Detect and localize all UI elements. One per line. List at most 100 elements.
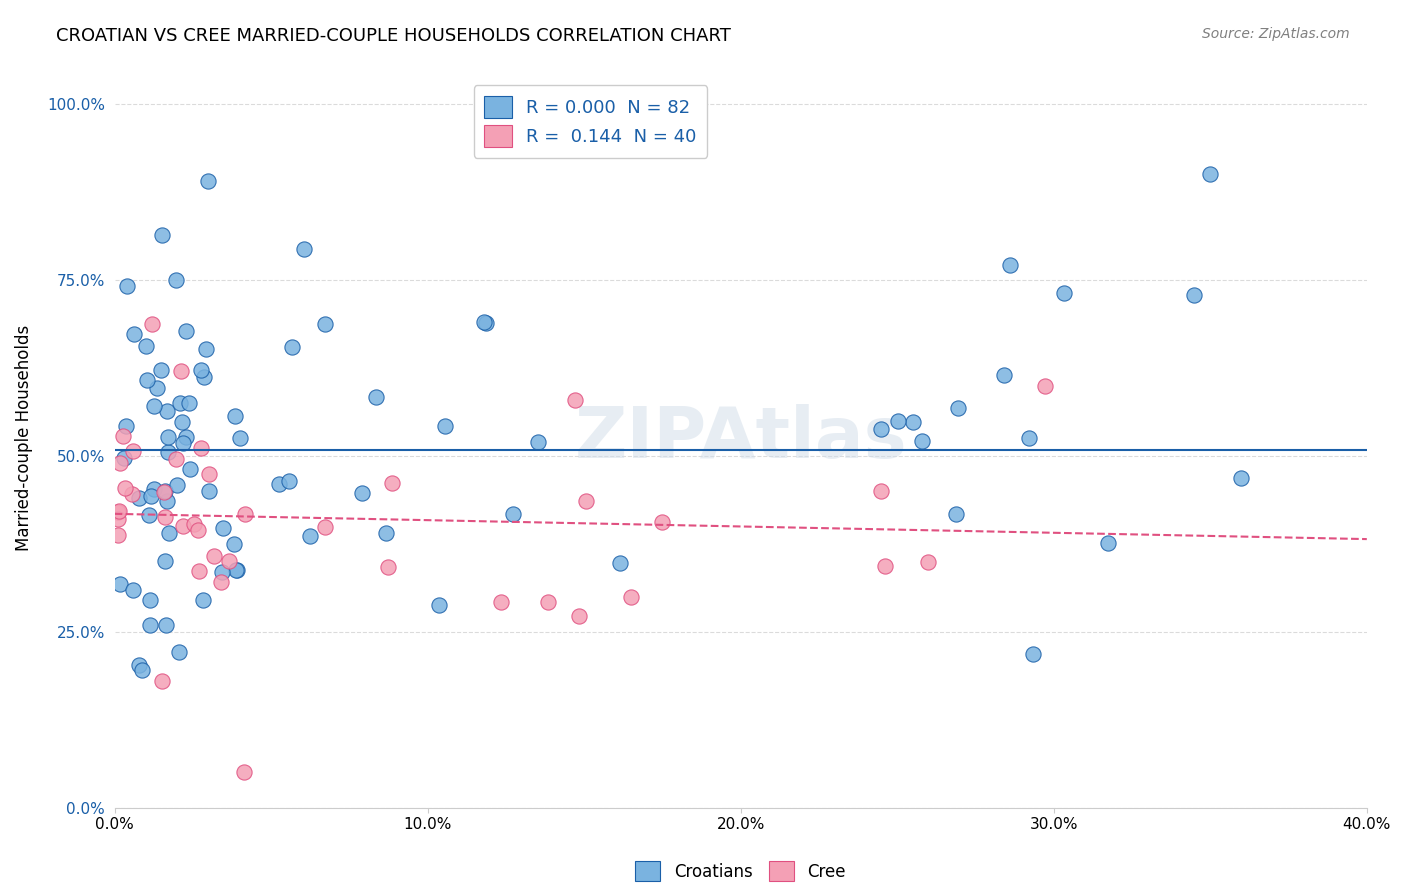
Point (172, 436, 194, 450)
Point (911, 434, 934, 448)
Point (575, 494, 598, 508)
Point (110, 576, 132, 591)
Point (381, 475, 404, 490)
Point (143, 399, 166, 413)
Point (139, 618, 162, 632)
Point (177, 396, 200, 410)
Point (232, 765, 254, 780)
Point (155, 618, 177, 632)
Point (225, 563, 247, 577)
Point (153, 509, 176, 524)
Point (146, 381, 169, 395)
Point (870, 422, 893, 436)
Point (141, 489, 163, 503)
Point (170, 415, 193, 429)
Point (434, 418, 457, 433)
Point (945, 507, 967, 521)
Point (267, 477, 290, 491)
Point (150, 673, 173, 688)
Point (114, 481, 136, 495)
Point (198, 484, 221, 499)
Point (153, 485, 176, 500)
Point (108, 456, 131, 470)
Point (183, 517, 205, 532)
Point (1199, 167, 1222, 181)
Point (198, 467, 221, 482)
Point (169, 396, 191, 410)
Point (299, 528, 322, 542)
Point (212, 521, 235, 535)
Point (202, 549, 225, 563)
Point (1097, 535, 1119, 549)
Point (138, 508, 160, 523)
Point (901, 415, 924, 429)
Point (128, 657, 150, 672)
Point (292, 242, 315, 256)
Point (122, 327, 145, 342)
Point (609, 557, 631, 571)
Point (870, 483, 893, 498)
Point (197, 174, 219, 188)
Point (135, 339, 157, 353)
Point (229, 431, 252, 445)
Point (107, 505, 129, 519)
Point (993, 368, 1015, 383)
Point (1053, 285, 1076, 300)
Legend: R = 0.000  N = 82, R =  0.144  N = 40: R = 0.000 N = 82, R = 0.144 N = 40 (474, 85, 707, 158)
Point (1033, 378, 1056, 392)
Point (472, 315, 495, 329)
Point (873, 559, 896, 574)
Point (156, 494, 179, 508)
Point (1022, 647, 1045, 661)
Point (156, 445, 179, 459)
Point (377, 559, 399, 574)
Point (174, 429, 197, 443)
Point (1230, 471, 1253, 485)
Point (107, 504, 129, 518)
Point (136, 374, 159, 388)
Point (1018, 431, 1040, 445)
Point (474, 316, 496, 330)
Point (156, 430, 179, 444)
Point (211, 575, 233, 590)
Point (193, 592, 215, 607)
Point (651, 515, 673, 529)
Point (121, 487, 143, 501)
Point (112, 451, 135, 466)
Point (150, 363, 173, 377)
Point (141, 317, 163, 331)
Point (156, 403, 179, 417)
Point (1000, 258, 1022, 272)
Point (917, 555, 939, 569)
Text: ZIPAtlas: ZIPAtlas (575, 403, 907, 473)
Point (139, 593, 162, 607)
Point (226, 563, 249, 577)
Point (218, 554, 240, 568)
Point (131, 663, 153, 677)
Point (112, 429, 135, 443)
Text: Source: ZipAtlas.com: Source: ZipAtlas.com (1202, 27, 1350, 41)
Point (620, 590, 643, 604)
Point (174, 324, 197, 338)
Point (143, 482, 166, 496)
Point (165, 451, 187, 466)
Point (364, 390, 387, 404)
Point (179, 462, 201, 476)
Y-axis label: Married-couple Households: Married-couple Households (15, 325, 32, 551)
Point (190, 363, 212, 377)
Point (193, 369, 215, 384)
Point (153, 483, 176, 498)
Point (281, 340, 304, 354)
Point (211, 565, 233, 579)
Point (233, 507, 256, 521)
Text: CROATIAN VS CREE MARRIED-COUPLE HOUSEHOLDS CORRELATION CHART: CROATIAN VS CREE MARRIED-COUPLE HOUSEHOL… (56, 27, 731, 45)
Point (564, 393, 586, 408)
Point (186, 523, 208, 537)
Point (502, 507, 524, 521)
Point (224, 409, 246, 423)
Point (155, 554, 177, 568)
Point (188, 564, 211, 578)
Point (374, 526, 396, 541)
Point (107, 527, 129, 541)
Point (948, 401, 970, 415)
